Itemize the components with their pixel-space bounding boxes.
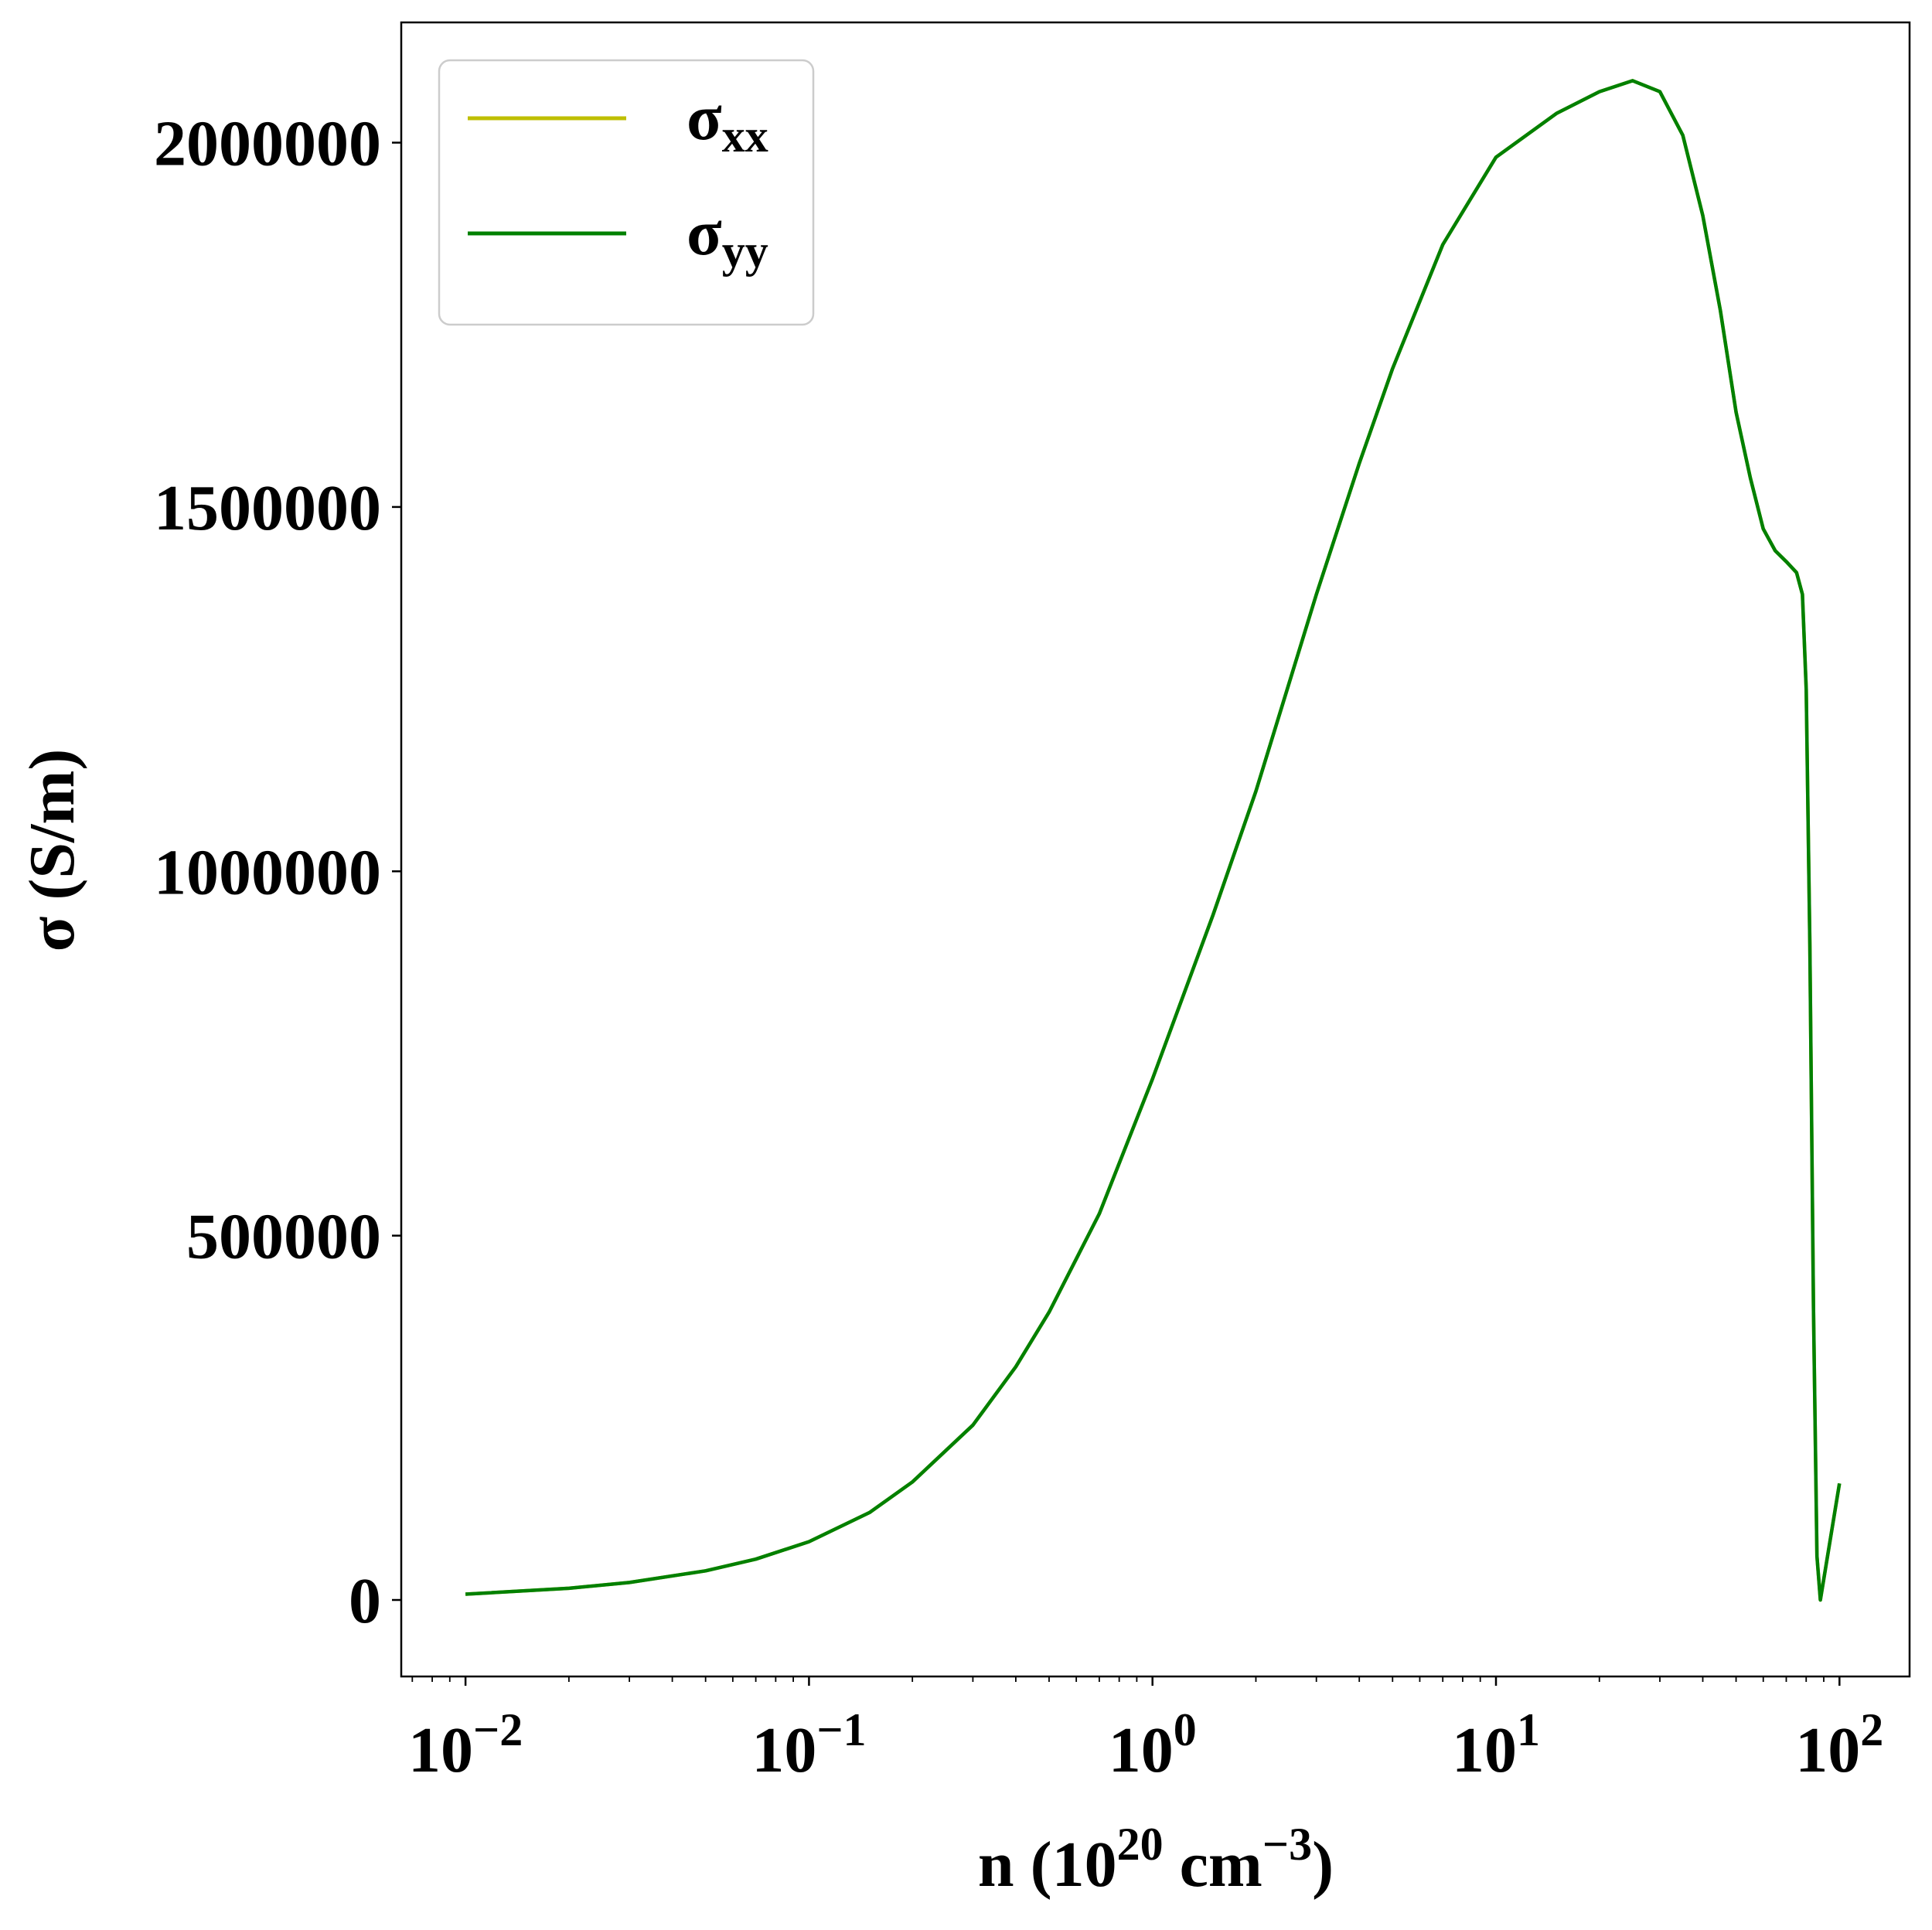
legend-label-sigma-yy: σyy bbox=[687, 197, 768, 277]
x-tick-base: 10 bbox=[408, 1714, 473, 1786]
y-tick-label: 1500000 bbox=[154, 472, 381, 544]
x-tick-base: 10 bbox=[1109, 1714, 1174, 1786]
legend-symbol-sigma-yy: σ bbox=[687, 197, 722, 269]
x-axis-label-end: ) bbox=[1312, 1829, 1334, 1901]
series-layer bbox=[465, 79, 1842, 1602]
x-tick-base: 10 bbox=[1452, 1714, 1517, 1786]
x-axis: 10−2 10−1 100 101 102 bbox=[408, 1676, 1883, 1786]
x-tick-exponent: 0 bbox=[1174, 1704, 1197, 1755]
legend-box bbox=[438, 59, 815, 326]
x-axis-label-base: n (10 bbox=[978, 1829, 1117, 1901]
legend-label-sigma-xx: σxx bbox=[687, 82, 768, 162]
legend-subscript-sigma-xx: xx bbox=[722, 111, 768, 162]
x-tick-label: 102 bbox=[1795, 1704, 1883, 1786]
y-axis-label: σ (S/m) bbox=[16, 749, 88, 952]
x-tick-exponent: −1 bbox=[816, 1704, 866, 1755]
x-tick-exponent: 1 bbox=[1517, 1704, 1540, 1755]
y-tick-label: 500000 bbox=[186, 1201, 381, 1273]
x-tick-label: 10−1 bbox=[751, 1704, 866, 1786]
series-line-yy bbox=[465, 79, 1842, 1602]
x-axis-label-exp2: −3 bbox=[1262, 1819, 1312, 1870]
plot-frame bbox=[400, 21, 1911, 1678]
y-tick-label: 2000000 bbox=[154, 108, 381, 180]
x-axis-label-exp1: 20 bbox=[1117, 1819, 1164, 1870]
y-tick-label: 0 bbox=[349, 1565, 381, 1637]
x-tick-base: 10 bbox=[751, 1714, 816, 1786]
x-tick-exponent: −2 bbox=[473, 1704, 523, 1755]
legend-subscript-sigma-yy: yy bbox=[722, 226, 768, 277]
y-tick-label: 1000000 bbox=[154, 836, 381, 908]
legend: σxx σyy bbox=[438, 59, 815, 326]
x-axis-label-unit: cm bbox=[1164, 1829, 1262, 1901]
x-tick-base: 10 bbox=[1795, 1714, 1860, 1786]
x-tick-label: 100 bbox=[1109, 1704, 1197, 1786]
x-tick-exponent: 2 bbox=[1860, 1704, 1883, 1755]
x-tick-label: 10−2 bbox=[408, 1704, 523, 1786]
legend-symbol-sigma-xx: σ bbox=[687, 82, 722, 154]
x-tick-label: 101 bbox=[1452, 1704, 1540, 1786]
x-axis-label: n (1020 cm−3) bbox=[978, 1819, 1334, 1901]
y-axis: 0 500000 1000000 1500000 2000000 bbox=[154, 108, 401, 1637]
